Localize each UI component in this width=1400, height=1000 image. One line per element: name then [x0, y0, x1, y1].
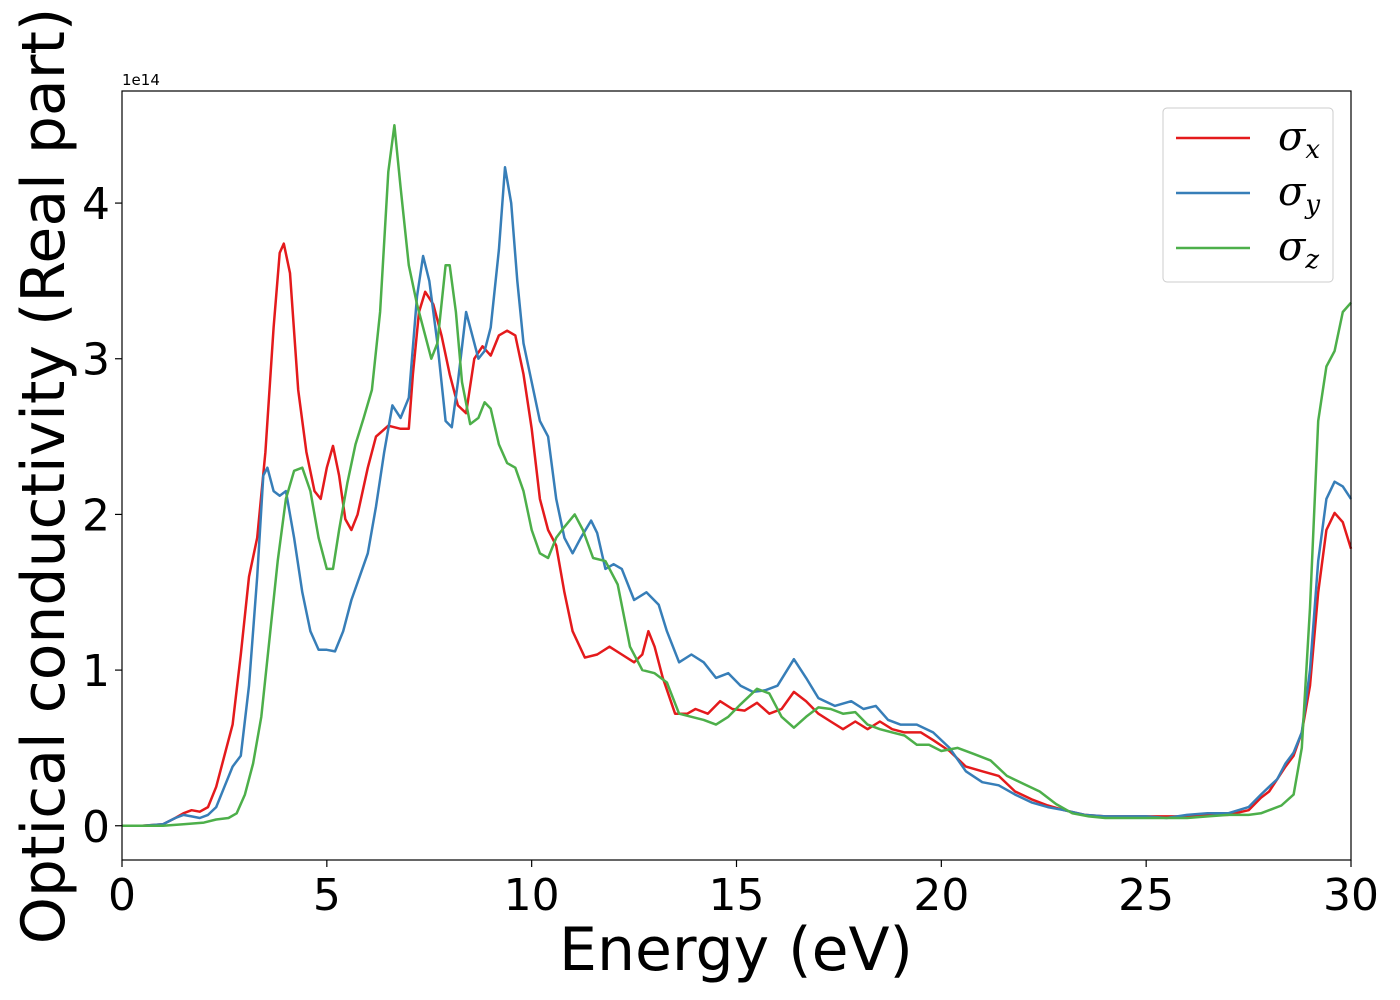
legend-box: [1162, 107, 1334, 283]
y-offset-label: 1e14: [122, 71, 160, 89]
x-axis-label: Energy (eV): [559, 915, 913, 985]
y-tick-label: 2: [82, 490, 110, 541]
y-tick-label: 1: [82, 646, 110, 697]
y-tick-label: 0: [82, 802, 110, 853]
x-axis: 0 5 10 15 20 25 30: [108, 860, 1379, 921]
legend-label-x: σx: [1278, 114, 1320, 165]
x-tick-label: 0: [108, 870, 136, 921]
x-tick-label: 25: [1118, 870, 1174, 921]
legend-label-y: σy: [1278, 169, 1320, 220]
x-tick-label: 30: [1323, 870, 1379, 921]
y-tick-label: 3: [82, 335, 110, 386]
series-layer: [122, 123, 1353, 828]
y-tick-label: 4: [82, 179, 110, 230]
x-tick-label: 5: [313, 870, 341, 921]
y-axis-label: Optical conductivity (Real part): [9, 8, 79, 945]
series-line-y: [122, 166, 1353, 828]
y-axis: 0 1 2 3 4: [82, 179, 122, 853]
x-tick-label: 15: [709, 870, 765, 921]
x-tick-label: 10: [504, 870, 560, 921]
legend-label-z: σz: [1278, 224, 1319, 275]
plot-area: [122, 91, 1351, 860]
x-tick-label: 20: [913, 870, 969, 921]
series-line-z: [122, 123, 1352, 828]
